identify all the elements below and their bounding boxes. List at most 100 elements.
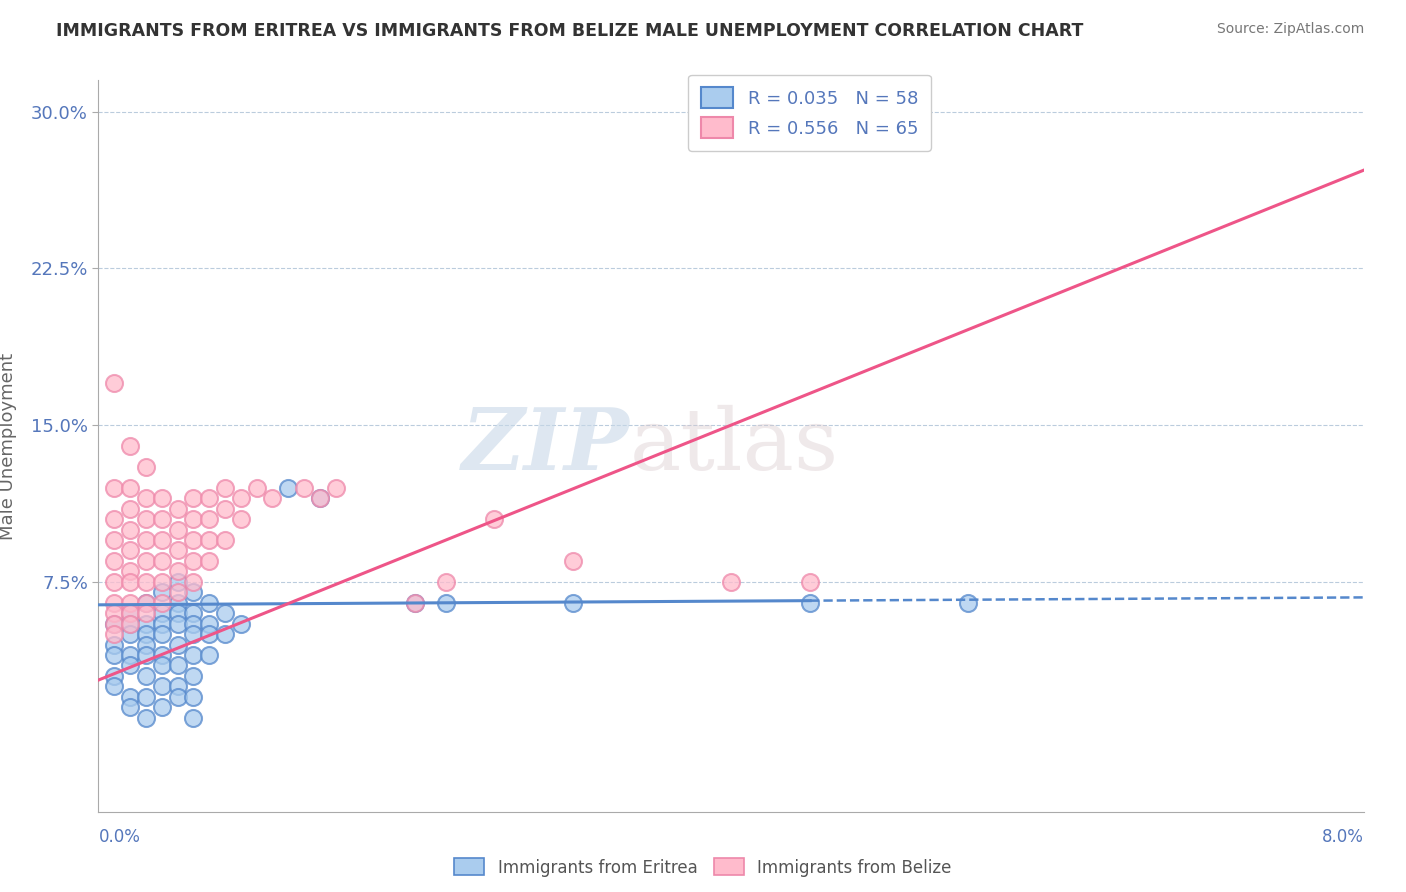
Point (120, 596, 141, 610)
Text: atlas: atlas (630, 404, 839, 488)
Point (150, 554, 173, 568)
Point (135, 491, 157, 506)
Point (246, 481, 269, 495)
Point (135, 711, 157, 725)
Point (120, 616, 141, 631)
Point (720, 574, 742, 589)
Point (404, 596, 426, 610)
Y-axis label: Male Unemployment: Male Unemployment (0, 352, 17, 540)
Point (214, 606, 236, 620)
Point (150, 648, 173, 662)
Point (103, 512, 125, 526)
Point (561, 554, 585, 568)
Point (799, 596, 821, 610)
Point (103, 638, 125, 652)
Point (309, 491, 332, 506)
Point (120, 700, 141, 714)
Point (166, 658, 188, 673)
Point (120, 523, 141, 537)
Point (198, 491, 221, 506)
Point (120, 543, 141, 558)
Point (103, 554, 125, 568)
Point (150, 533, 173, 547)
Point (135, 554, 157, 568)
Point (150, 574, 173, 589)
Point (166, 596, 188, 610)
Point (150, 658, 173, 673)
Point (150, 679, 173, 693)
Point (183, 585, 205, 599)
Point (120, 658, 141, 673)
Point (198, 596, 221, 610)
Point (183, 627, 205, 641)
Point (166, 679, 188, 693)
Point (103, 376, 125, 391)
Point (166, 523, 188, 537)
Point (214, 533, 236, 547)
Point (198, 533, 221, 547)
Point (135, 627, 157, 641)
Point (120, 690, 141, 704)
Point (183, 491, 205, 506)
Point (166, 565, 188, 579)
Point (135, 669, 157, 683)
Point (277, 481, 299, 495)
Point (183, 512, 205, 526)
Point (183, 606, 205, 620)
Point (135, 596, 157, 610)
Point (150, 512, 173, 526)
Point (103, 574, 125, 589)
Point (183, 574, 205, 589)
Point (135, 690, 157, 704)
Point (135, 616, 157, 631)
Legend: R = 0.035   N = 58, R = 0.556   N = 65: R = 0.035 N = 58, R = 0.556 N = 65 (688, 75, 931, 151)
Point (183, 616, 205, 631)
Point (166, 585, 188, 599)
Point (198, 627, 221, 641)
Point (183, 669, 205, 683)
Point (166, 501, 188, 516)
Point (135, 512, 157, 526)
Point (150, 700, 173, 714)
Text: 8.0%: 8.0% (1322, 829, 1364, 847)
Point (135, 648, 157, 662)
Point (120, 648, 141, 662)
Point (214, 501, 236, 516)
Point (103, 616, 125, 631)
Point (135, 533, 157, 547)
Point (561, 596, 585, 610)
Legend: Immigrants from Eritrea, Immigrants from Belize: Immigrants from Eritrea, Immigrants from… (447, 852, 959, 883)
Point (404, 596, 426, 610)
Point (103, 679, 125, 693)
Point (120, 574, 141, 589)
Point (198, 648, 221, 662)
Point (436, 596, 458, 610)
Point (135, 459, 157, 474)
Point (482, 512, 505, 526)
Point (688, 94, 710, 108)
Point (799, 574, 821, 589)
Point (103, 669, 125, 683)
Point (103, 596, 125, 610)
Point (229, 616, 252, 631)
Point (103, 627, 125, 641)
Point (183, 711, 205, 725)
Point (183, 648, 205, 662)
Point (135, 596, 157, 610)
Point (103, 648, 125, 662)
Point (120, 501, 141, 516)
Point (135, 638, 157, 652)
Point (135, 574, 157, 589)
Point (150, 606, 173, 620)
Point (229, 491, 252, 506)
Point (166, 616, 188, 631)
Point (150, 596, 173, 610)
Point (166, 543, 188, 558)
Point (198, 554, 221, 568)
Point (120, 439, 141, 453)
Point (150, 627, 173, 641)
Point (120, 606, 141, 620)
Point (120, 616, 141, 631)
Point (166, 690, 188, 704)
Point (214, 481, 236, 495)
